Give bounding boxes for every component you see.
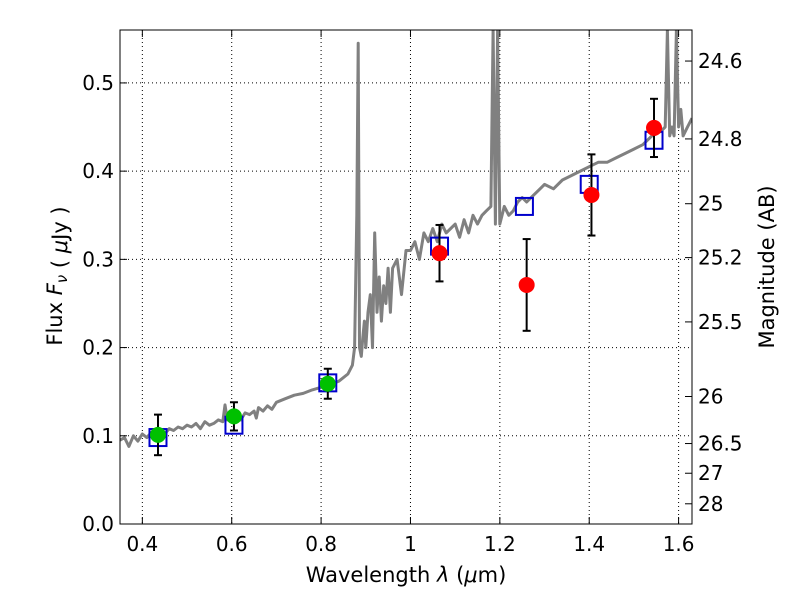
x-tick-label: 1.4 (573, 532, 605, 556)
x-tick-label: 1.6 (663, 532, 695, 556)
axis-ticks: 0.4 0.6 0.8 1 1.2 1.4 1.6 0.0 0.1 0.2 0.3 0.4 0.5 24.… (82, 30, 743, 556)
data-points (148, 97, 664, 457)
y-tick-label: 0.5 (82, 71, 114, 95)
y-tick-label: 0.0 (82, 512, 114, 536)
observation-point (319, 375, 336, 392)
y-tick-label: 0.3 (82, 247, 114, 271)
observation-point (225, 408, 242, 425)
observation-point (518, 276, 535, 293)
x-tick-label: 1 (404, 532, 417, 556)
observation-point (149, 426, 166, 443)
y2-tick-label: 28 (698, 492, 723, 516)
y2-tick-label: 24.6 (698, 49, 743, 73)
y2-tick-label: 25.2 (698, 246, 743, 270)
y2-tick-label: 24.8 (698, 127, 743, 151)
spectrum-line (120, 30, 692, 448)
y2-tick-label: 25 (698, 192, 723, 216)
observation-point (431, 245, 448, 262)
y-tick-label: 0.4 (82, 159, 114, 183)
grid-lines (120, 30, 692, 525)
y-tick-label: 0.1 (82, 424, 114, 448)
observation-point (583, 186, 600, 203)
y2-axis-title: Magnitude (AB) (755, 185, 779, 348)
x-axis-title: Wavelength λ (μm) (306, 563, 507, 587)
y2-tick-label: 26 (698, 384, 723, 408)
y-tick-label: 0.2 (82, 336, 114, 360)
x-tick-label: 0.6 (216, 532, 248, 556)
y2-tick-label: 26.5 (698, 432, 743, 456)
y2-tick-label: 25.5 (698, 310, 743, 334)
spectrum-layer (120, 30, 692, 448)
model-square (514, 196, 534, 216)
y-axis-title: Flux Fν ( μJy ) (43, 206, 72, 345)
x-tick-label: 0.4 (126, 532, 158, 556)
x-tick-label: 1.2 (484, 532, 516, 556)
plot-frame (119, 29, 693, 525)
x-tick-label: 0.8 (305, 532, 337, 556)
observation-point (646, 119, 663, 136)
y2-tick-label: 27 (698, 461, 723, 485)
